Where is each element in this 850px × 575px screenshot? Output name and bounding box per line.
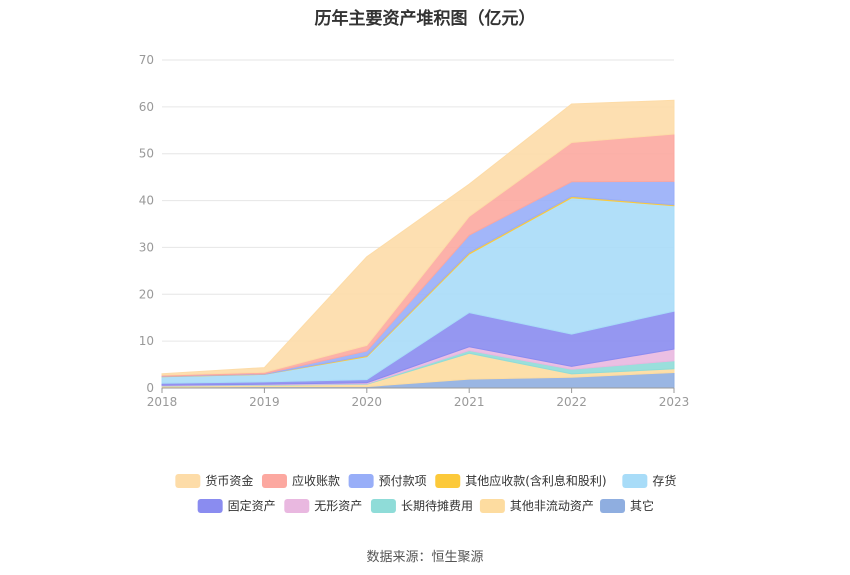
legend-item: 无形资产 bbox=[284, 499, 362, 513]
legend-swatch bbox=[435, 474, 461, 488]
area-series bbox=[161, 99, 675, 389]
y-tick-label: 10 bbox=[139, 334, 154, 348]
legend-swatch bbox=[261, 474, 287, 488]
legend-label: 其他应收款(含利息和股利) bbox=[465, 473, 606, 488]
legend-swatch bbox=[348, 474, 374, 488]
legend-swatch bbox=[284, 499, 310, 513]
x-tick-label: 2018 bbox=[147, 395, 178, 409]
legend-swatch bbox=[600, 499, 626, 513]
legend-label: 无形资产 bbox=[314, 499, 362, 513]
legend-item: 其他非流动资产 bbox=[479, 499, 594, 513]
legend-label: 其他非流动资产 bbox=[510, 499, 594, 513]
legend-label: 应收账款 bbox=[292, 473, 340, 488]
legend-swatch bbox=[197, 499, 223, 513]
y-tick-label: 70 bbox=[139, 53, 154, 67]
y-tick-label: 40 bbox=[139, 194, 154, 208]
legend-item: 货币资金 bbox=[175, 473, 253, 488]
area-货币资金 bbox=[161, 99, 675, 376]
x-tick-label: 2023 bbox=[659, 395, 690, 409]
legend-item: 长期待摊费用 bbox=[370, 499, 473, 513]
data-source-note: 数据来源：恒生聚源 bbox=[366, 550, 484, 565]
y-tick-label: 0 bbox=[146, 381, 154, 395]
legend-label: 货币资金 bbox=[205, 473, 253, 488]
y-tick-label: 20 bbox=[139, 287, 154, 301]
axes: 0 10 20 30 40 50 60 70 2018 2019 2020 2021 2022 2023 bbox=[139, 53, 690, 409]
legend-swatch bbox=[479, 499, 505, 513]
legend-label: 其它 bbox=[630, 498, 654, 513]
legend-item: 应收账款 bbox=[261, 473, 340, 488]
y-tick-label: 30 bbox=[139, 240, 154, 254]
x-tick-label: 2020 bbox=[352, 395, 383, 409]
legend-swatch bbox=[622, 474, 648, 488]
legend-item: 固定资产 bbox=[197, 498, 276, 513]
legend-swatch bbox=[370, 499, 396, 513]
legend-label: 预付款项 bbox=[379, 474, 427, 488]
legend-item: 预付款项 bbox=[348, 474, 427, 488]
legend-swatch bbox=[175, 474, 201, 488]
x-tick-label: 2022 bbox=[556, 395, 587, 409]
x-tick-label: 2021 bbox=[454, 395, 485, 409]
y-tick-label: 60 bbox=[139, 100, 154, 114]
legend-item: 其它 bbox=[600, 498, 654, 513]
legend-label: 存货 bbox=[652, 473, 676, 488]
legend-item: 其他应收款(含利息和股利) bbox=[435, 473, 607, 488]
legend-label: 长期待摊费用 bbox=[401, 499, 473, 513]
chart-title: 历年主要资产堆积图（亿元） bbox=[314, 9, 536, 29]
x-tick-label: 2019 bbox=[249, 395, 280, 409]
legend-label: 固定资产 bbox=[228, 498, 276, 513]
legend-item: 存货 bbox=[622, 473, 676, 488]
y-tick-label: 50 bbox=[139, 147, 154, 161]
